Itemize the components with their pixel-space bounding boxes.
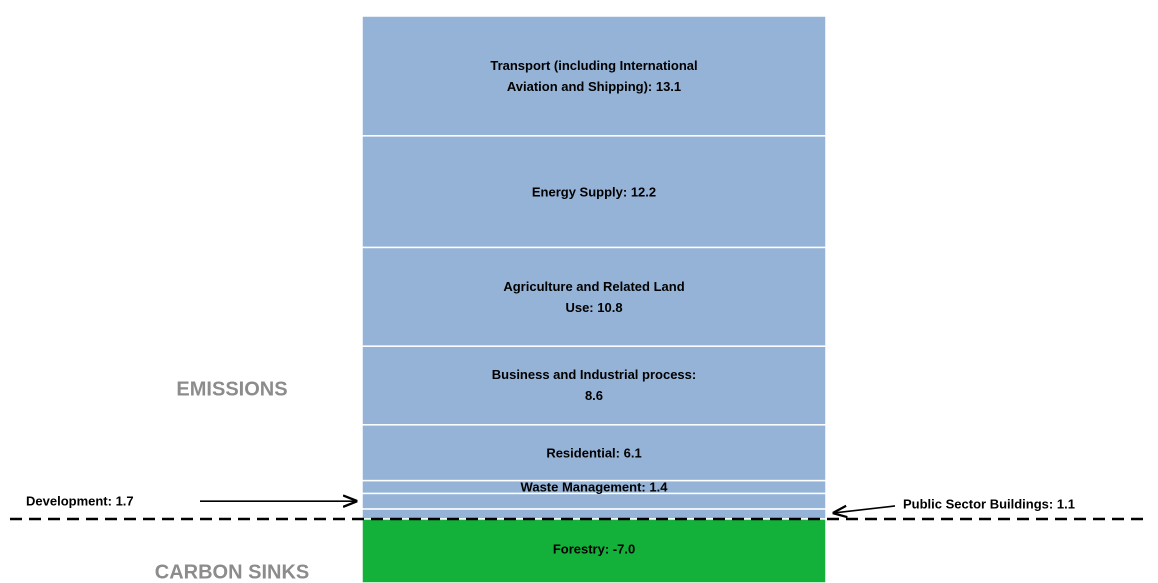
segment-label: Transport (including International Aviat… [490, 57, 698, 94]
arrow [834, 506, 896, 513]
segment-label: Agriculture and Related Land Use: 10.8 [503, 278, 685, 315]
segment-label: Business and Industrial process: 8.6 [491, 367, 697, 404]
segment-label: Public Sector Buildings: 1.1 [903, 496, 1075, 512]
carbon-sinks-label: CARBON SINKS [154, 561, 310, 583]
segment [361, 508, 827, 520]
segment [361, 345, 827, 426]
segment-label: Waste Management: 1.4 [520, 479, 668, 495]
segment [361, 518, 827, 583]
emissions-label: EMISSIONS [176, 378, 288, 401]
segment-label: Forestry: -7.0 [552, 541, 636, 557]
segment-label: Energy Supply: 12.2 [531, 184, 657, 200]
segment-label: Development: 1.7 [26, 493, 134, 509]
segment [361, 15, 827, 137]
segment [361, 135, 827, 249]
segment-label: Residential: 6.1 [546, 445, 642, 461]
segment [361, 246, 827, 347]
